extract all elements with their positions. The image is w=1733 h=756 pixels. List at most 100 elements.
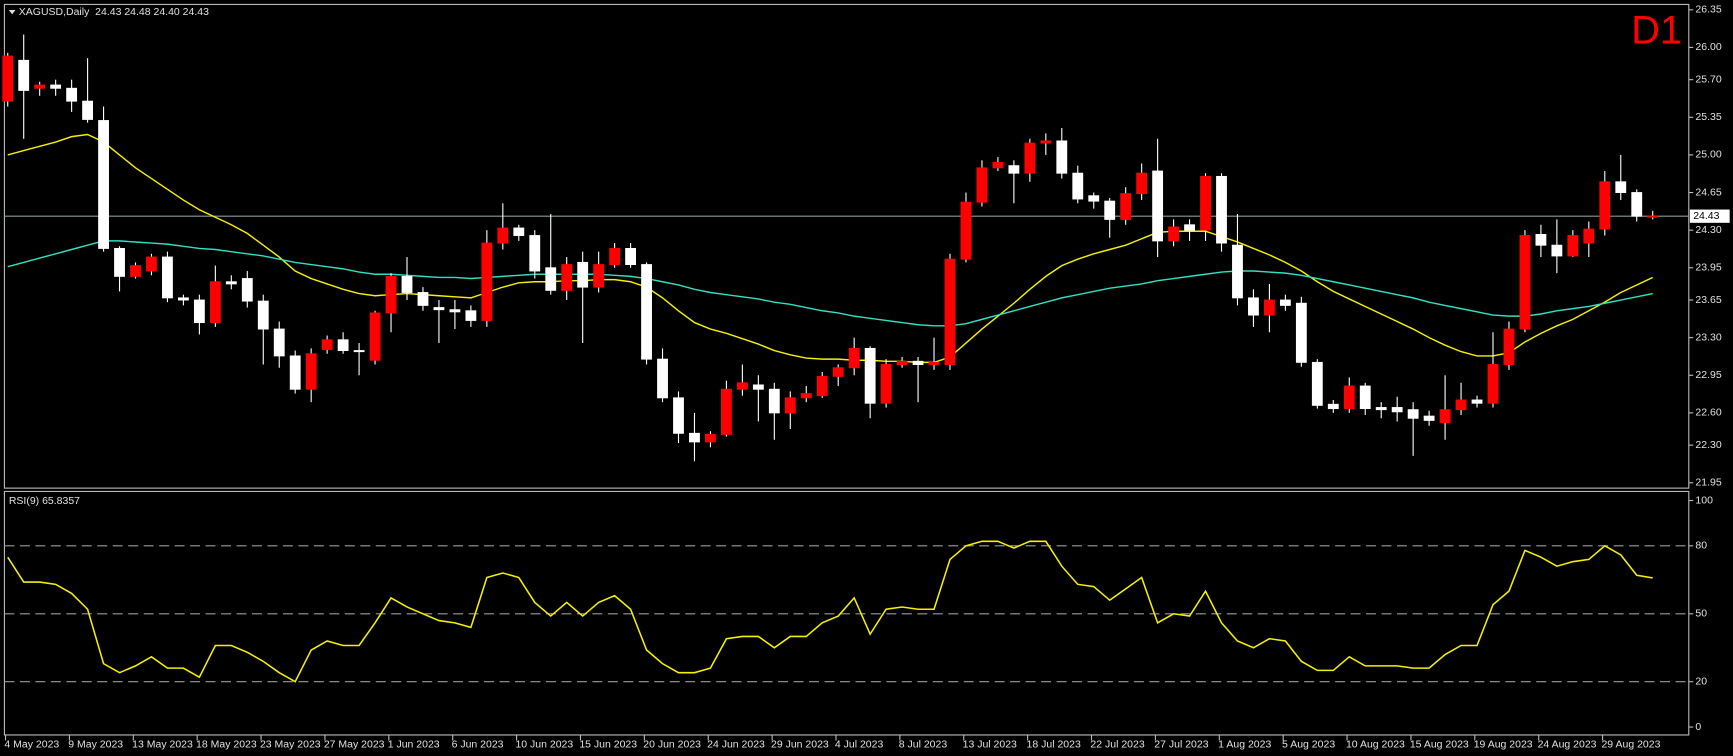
candle-body [1104,200,1116,220]
x-tick-label: 24 Jun 2023 [707,739,765,751]
candle-body [369,312,381,361]
candle-body [497,227,509,244]
candle-body [1184,224,1195,231]
y-tick-label: 25.70 [1695,73,1721,85]
candle-body [193,299,205,324]
x-tick-label: 4 May 2023 [4,739,59,751]
candle-body [1535,234,1547,246]
moving-average [7,240,1653,327]
y-tick-label: 50 [1695,608,1707,620]
candle-body [1279,299,1291,306]
candle-body [944,258,956,365]
x-tick-label: 15 Aug 2023 [1410,739,1469,751]
y-tick-label: 22.95 [1695,369,1721,381]
candle-body [34,84,46,89]
y-tick-label: 26.35 [1695,4,1721,16]
candle-body [1551,244,1563,257]
candle-body [289,355,301,390]
y-tick-label: 25.35 [1695,111,1721,123]
candle-body [641,264,652,360]
candle-body [481,242,493,321]
candle-body [1567,235,1579,257]
candle-body [625,247,637,265]
rsi-title: RSI(9) 65.8357 [9,495,80,507]
candle-body [816,375,828,397]
candle-body [1407,409,1419,419]
candle-body [305,353,317,390]
candle-body [1295,302,1307,363]
candle-body [82,100,94,120]
candle-body [1248,297,1259,316]
x-tick-label: 27 Jul 2023 [1154,739,1208,751]
candle-body [928,361,940,365]
candle-body [657,358,668,399]
candle-body [880,364,892,404]
candle-body [1423,415,1435,421]
candle-body [130,265,141,277]
y-tick-label: 20 [1695,676,1707,688]
y-tick-label: 23.95 [1695,262,1721,274]
candle-body [1583,228,1595,244]
candle-body [1088,195,1100,202]
x-tick-label: 24 Aug 2023 [1538,739,1597,751]
candle-body [1168,226,1180,242]
candle-body [896,360,908,365]
candle-body [385,275,397,314]
candle-body [545,267,557,291]
y-tick-label: 21.95 [1695,477,1721,489]
x-tick-label: 18 Jul 2023 [1027,739,1081,751]
candle-body [976,167,988,203]
candle-body [1375,407,1387,411]
y-tick-label: 23.30 [1695,331,1721,343]
x-tick-label: 1 Jun 2023 [388,739,440,751]
candle-body [593,264,605,288]
x-tick-label: 29 Aug 2023 [1601,739,1660,751]
x-tick-label: 22 Jul 2023 [1090,739,1144,751]
candle-body [1455,399,1467,411]
x-tick-label: 18 May 2023 [196,739,257,751]
x-tick-label: 23 May 2023 [260,739,321,751]
y-tick-label: 22.30 [1695,439,1721,451]
x-tick-label: 13 Jul 2023 [963,739,1017,751]
candle-body [337,339,349,351]
price-label-box [1689,209,1730,223]
y-tick-label: 26.00 [1695,41,1721,53]
x-tick-label: 27 May 2023 [324,739,385,751]
candle-body [736,382,748,390]
x-tick-label: 20 Jun 2023 [643,739,701,751]
y-tick-label: 100 [1695,494,1713,506]
menu-triangle[interactable] [8,9,16,15]
candle-body [1487,364,1499,404]
x-tick-label: 29 Jun 2023 [771,739,829,751]
chart-title: XAGUSD,Daily 24.43 24.48 24.40 24.43 [19,6,209,18]
candle-body [689,432,700,443]
candle-body [433,307,445,311]
candle-body [1503,328,1515,365]
x-tick-label: 4 Jul 2023 [835,739,884,751]
rsi-frame [3,490,1690,736]
candle-body [1152,170,1164,242]
x-tick-label: 13 May 2023 [132,739,193,751]
x-tick-label: 1 Aug 2023 [1218,739,1271,751]
candle-body [241,278,253,302]
candle-body [353,350,365,353]
candle-body [1631,192,1643,217]
candle-body [864,347,876,404]
candle-body [1439,409,1451,424]
candle-body [1311,361,1323,406]
rsi-line [7,540,1653,683]
candle-body [577,261,589,288]
candle-body [2,55,14,102]
candle-body [1343,385,1355,410]
candle-body [1391,407,1403,413]
candle-body [465,310,477,321]
y-tick-label: 22.60 [1695,407,1721,419]
timeframe-label: D1 [1631,9,1682,53]
candle-body [513,227,525,236]
candle-body [50,84,62,89]
candle-body [417,292,429,306]
candle-body [1056,140,1068,174]
candle-body [609,247,621,265]
candle-body [752,384,764,390]
